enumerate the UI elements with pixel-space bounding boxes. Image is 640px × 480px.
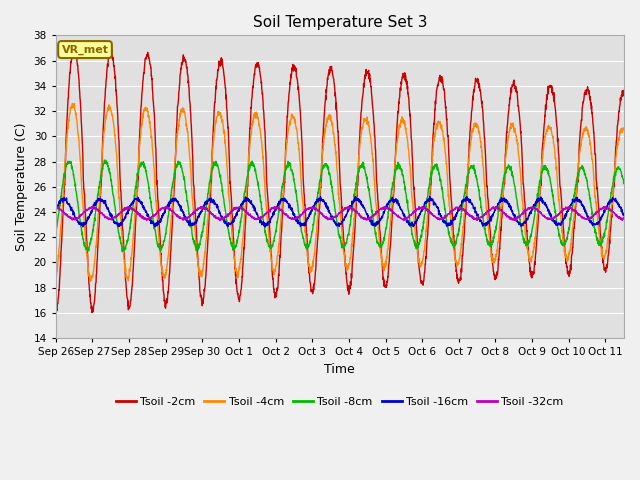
Tsoil -2cm bbox=[426, 204, 433, 210]
X-axis label: Time: Time bbox=[324, 363, 355, 376]
Tsoil -8cm bbox=[85, 244, 93, 250]
Title: Soil Temperature Set 3: Soil Temperature Set 3 bbox=[253, 15, 427, 30]
Tsoil -2cm bbox=[344, 286, 351, 291]
Tsoil -32cm bbox=[85, 204, 93, 210]
Tsoil -8cm bbox=[100, 157, 108, 163]
Tsoil -8cm bbox=[118, 249, 126, 254]
Tsoil -16cm bbox=[408, 222, 415, 228]
Tsoil -4cm bbox=[426, 196, 433, 202]
Tsoil -32cm bbox=[216, 218, 224, 224]
Tsoil -32cm bbox=[426, 209, 433, 215]
Tsoil -2cm bbox=[70, 44, 77, 49]
Tsoil -32cm bbox=[620, 215, 628, 221]
Legend: Tsoil -2cm, Tsoil -4cm, Tsoil -8cm, Tsoil -16cm, Tsoil -32cm: Tsoil -2cm, Tsoil -4cm, Tsoil -8cm, Tsoi… bbox=[111, 392, 568, 411]
Tsoil -8cm bbox=[426, 183, 433, 189]
Text: VR_met: VR_met bbox=[61, 45, 109, 55]
Tsoil -32cm bbox=[533, 207, 541, 213]
Tsoil -2cm bbox=[533, 234, 541, 240]
Tsoil -16cm bbox=[426, 193, 433, 199]
Tsoil -4cm bbox=[86, 274, 93, 280]
Tsoil -2cm bbox=[408, 146, 416, 152]
Tsoil -8cm bbox=[600, 232, 608, 238]
Line: Tsoil -32cm: Tsoil -32cm bbox=[56, 206, 624, 221]
Tsoil -8cm bbox=[344, 234, 351, 240]
Tsoil -16cm bbox=[425, 196, 433, 202]
Tsoil -4cm bbox=[68, 101, 76, 107]
Tsoil -2cm bbox=[86, 288, 93, 294]
Tsoil -32cm bbox=[408, 211, 416, 216]
Tsoil -4cm bbox=[86, 278, 94, 284]
Tsoil -16cm bbox=[533, 196, 541, 202]
Tsoil -32cm bbox=[89, 204, 97, 209]
Tsoil -16cm bbox=[261, 224, 269, 230]
Tsoil -2cm bbox=[52, 310, 60, 316]
Tsoil -2cm bbox=[600, 267, 608, 273]
Tsoil -32cm bbox=[52, 205, 60, 211]
Tsoil -16cm bbox=[344, 210, 351, 216]
Tsoil -8cm bbox=[620, 180, 628, 186]
Tsoil -8cm bbox=[52, 231, 60, 237]
Tsoil -16cm bbox=[600, 209, 608, 215]
Tsoil -2cm bbox=[620, 88, 628, 94]
Tsoil -16cm bbox=[85, 213, 93, 219]
Tsoil -4cm bbox=[533, 216, 541, 222]
Tsoil -2cm bbox=[52, 309, 60, 315]
Tsoil -4cm bbox=[52, 278, 60, 284]
Line: Tsoil -16cm: Tsoil -16cm bbox=[56, 196, 624, 227]
Tsoil -32cm bbox=[344, 204, 351, 210]
Tsoil -16cm bbox=[52, 205, 60, 211]
Y-axis label: Soil Temperature (C): Soil Temperature (C) bbox=[15, 122, 28, 251]
Line: Tsoil -2cm: Tsoil -2cm bbox=[56, 47, 624, 313]
Tsoil -4cm bbox=[600, 256, 608, 262]
Tsoil -4cm bbox=[408, 193, 416, 199]
Tsoil -8cm bbox=[533, 200, 541, 205]
Line: Tsoil -8cm: Tsoil -8cm bbox=[56, 160, 624, 252]
Tsoil -32cm bbox=[600, 205, 608, 211]
Tsoil -16cm bbox=[620, 212, 628, 218]
Line: Tsoil -4cm: Tsoil -4cm bbox=[56, 104, 624, 281]
Tsoil -4cm bbox=[344, 265, 351, 271]
Tsoil -4cm bbox=[620, 127, 628, 132]
Tsoil -8cm bbox=[408, 231, 416, 237]
